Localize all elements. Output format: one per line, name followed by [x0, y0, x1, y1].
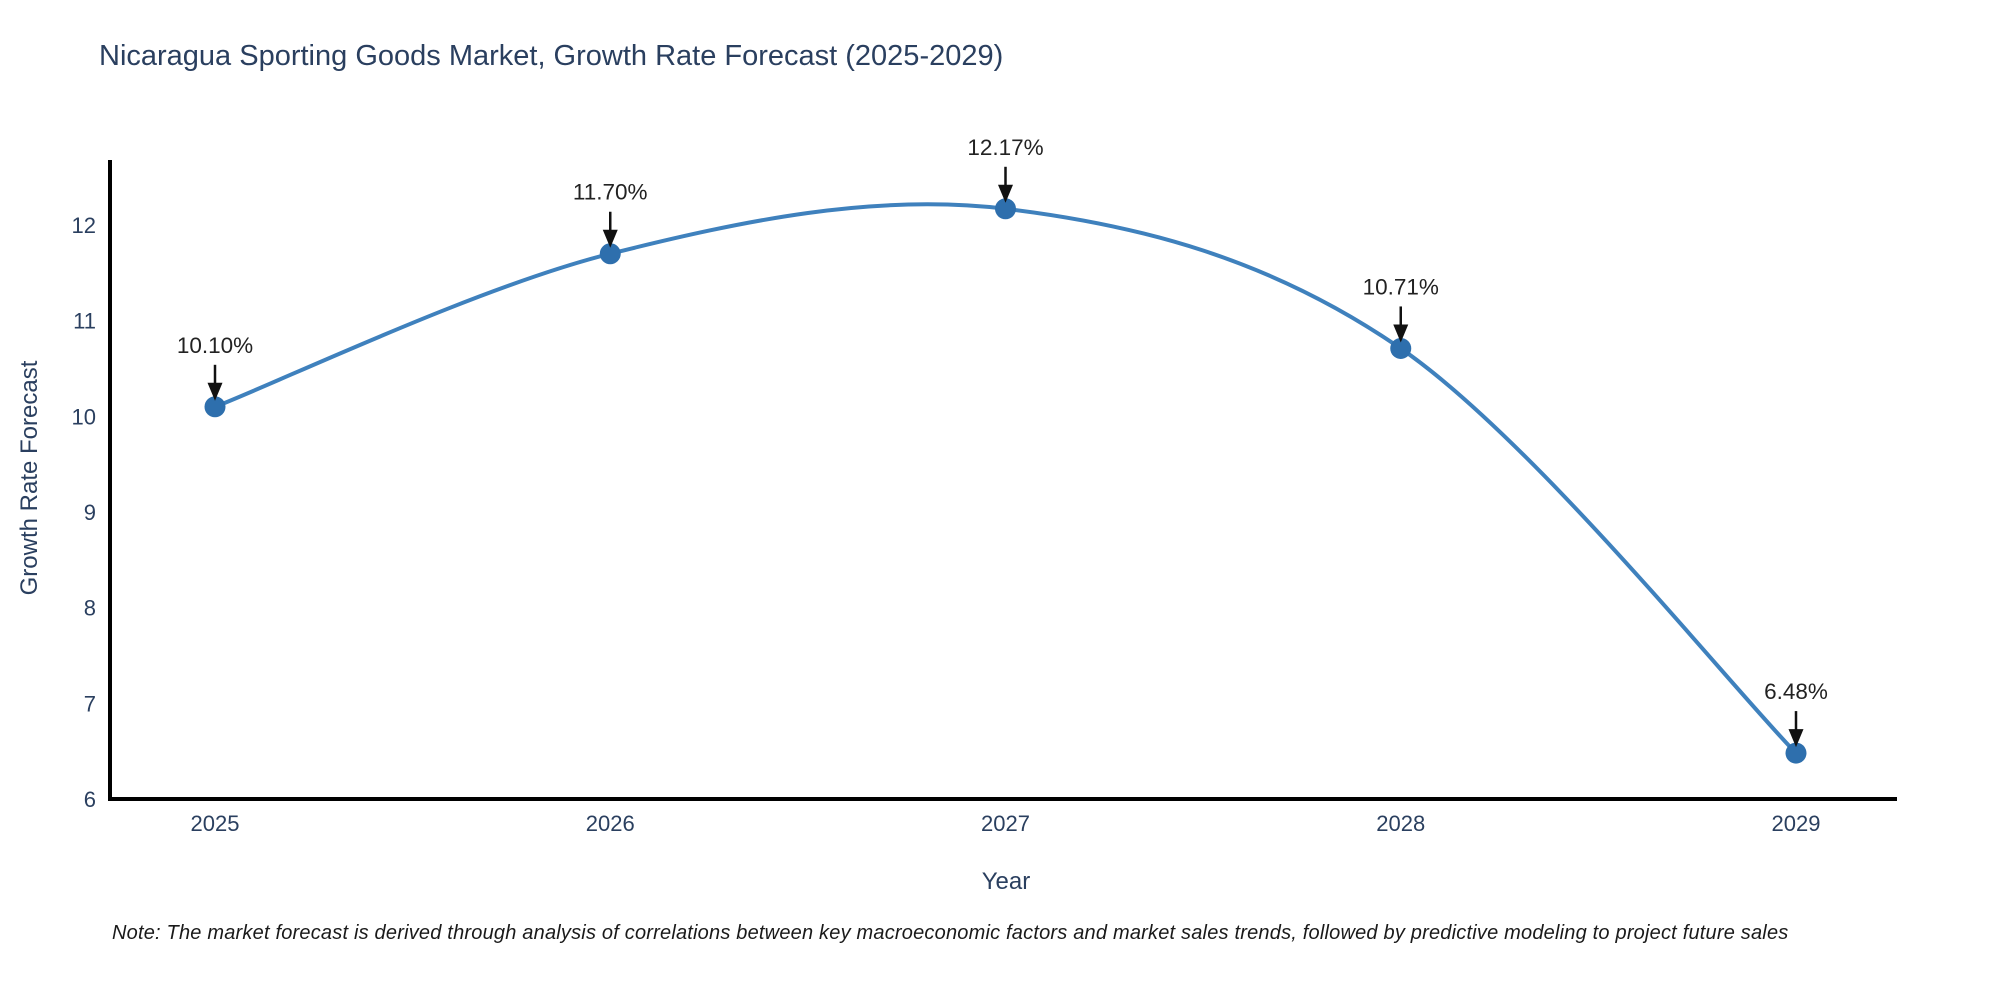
annotation-arrowhead-icon — [998, 184, 1013, 203]
annotation-arrowhead-icon — [1788, 729, 1804, 748]
y-tick-label: 12 — [72, 213, 96, 238]
y-tick-label: 9 — [84, 500, 96, 525]
footnote: Note: The market forecast is derived thr… — [112, 922, 1789, 944]
point-annotation-label: 11.70% — [573, 180, 648, 205]
point-annotation-label: 10.10% — [177, 333, 253, 358]
data-point-2029[interactable] — [1785, 742, 1807, 764]
point-annotation-label: 10.71% — [1363, 274, 1439, 299]
forecast-line — [213, 202, 1798, 756]
data-point-2028[interactable] — [1390, 337, 1412, 359]
annotation-arrowhead-icon — [207, 382, 223, 401]
data-point-2026[interactable] — [599, 243, 621, 265]
y-tick-label: 11 — [73, 309, 96, 334]
x-tick-label: 2025 — [191, 811, 240, 836]
x-tick-label: 2028 — [1376, 811, 1425, 836]
x-tick-label: 2026 — [586, 811, 635, 836]
chart-title: Nicaragua Sporting Goods Market, Growth … — [99, 40, 1004, 72]
x-tick-label: 2029 — [1772, 811, 1821, 836]
annotation-arrowhead-icon — [602, 229, 618, 248]
x-tick-label: 2027 — [981, 811, 1030, 836]
y-tick-label: 8 — [84, 596, 96, 621]
data-point-2025[interactable] — [204, 396, 226, 418]
point-annotation-label: 12.17% — [967, 135, 1043, 160]
data-point-2027[interactable] — [995, 198, 1016, 220]
x-axis-title: Year — [981, 868, 1031, 895]
annotation-arrowhead-icon — [1393, 324, 1409, 343]
point-annotation-label: 6.48% — [1764, 679, 1828, 704]
y-tick-label: 10 — [72, 404, 96, 429]
y-tick-label: 7 — [84, 691, 96, 716]
y-tick-label: 6 — [84, 787, 96, 812]
